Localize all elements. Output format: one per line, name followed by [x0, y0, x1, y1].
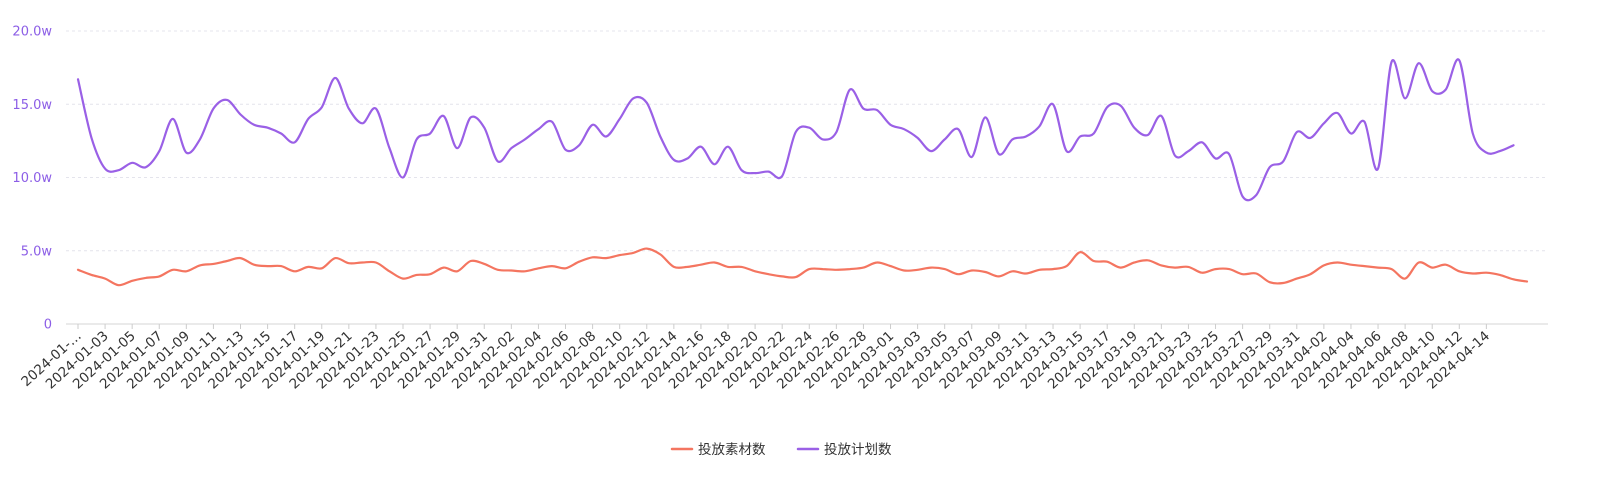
y-tick-label: 0 [44, 318, 52, 333]
series-lines [76, 58, 1529, 287]
legend-item[interactable]: 投放素材数 [670, 442, 766, 458]
grid-lines [66, 30, 1548, 252]
y-axis: 0 5.0w 10.0w 15.0w 20.0w [12, 25, 52, 333]
y-tick-label: 15.0w [12, 98, 52, 113]
series-line-0 [76, 247, 1529, 287]
series-line-1 [76, 58, 1515, 202]
legend-label: 投放素材数 [698, 442, 766, 458]
y-tick-label: 10.0w [12, 171, 52, 186]
y-tick-label: 5.0w [21, 244, 53, 259]
x-axis: 2024-01-…2024-01-032024-01-052024-01-072… [18, 323, 1548, 392]
legend: 投放素材数 投放计划数 [670, 442, 892, 458]
legend-label: 投放计划数 [824, 442, 892, 458]
y-tick-label: 20.0w [12, 25, 52, 40]
legend-item[interactable]: 投放计划数 [796, 442, 892, 458]
